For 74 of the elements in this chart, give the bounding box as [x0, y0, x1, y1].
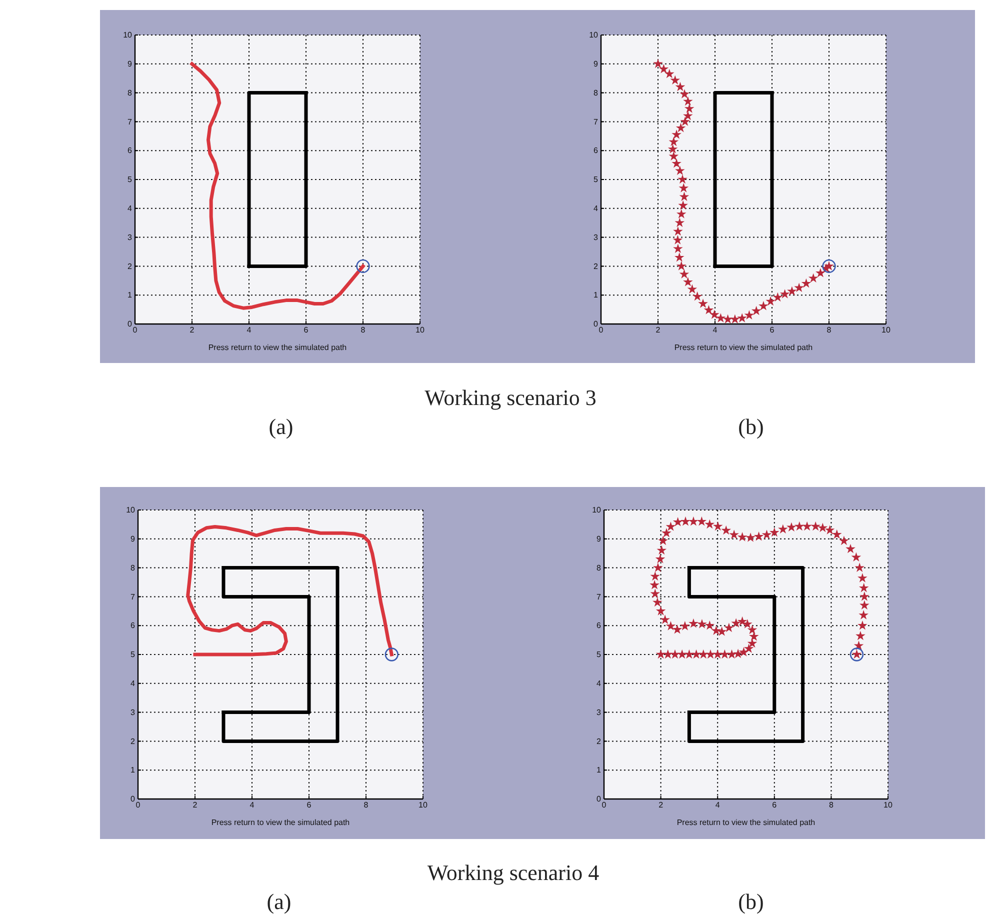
y-tick-label: 4	[130, 678, 136, 688]
text: (a)	[268, 414, 294, 439]
x-tick-label: 2	[190, 326, 195, 335]
x-tick-label: 10	[882, 326, 891, 335]
y-tick-label: 3	[594, 232, 599, 242]
y-tick-label: 7	[596, 592, 602, 602]
y-tick-label: 1	[596, 766, 602, 775]
y-tick-label: 4	[128, 204, 133, 213]
y-tick-label: 5	[130, 650, 136, 660]
y-tick-label: 9	[130, 534, 136, 544]
y-tick-label: 9	[128, 59, 133, 68]
y-tick-label: 9	[594, 59, 599, 68]
x-tick-label: 2	[656, 326, 661, 335]
x-tick-label: 6	[304, 326, 309, 335]
x-tick-label: 4	[250, 800, 255, 810]
y-tick-label: 4	[594, 204, 599, 213]
y-tick-label: 5	[596, 650, 602, 660]
y-tick-label: 8	[594, 88, 599, 98]
y-tick-label: 5	[594, 175, 599, 184]
x-tick-label: 2	[192, 800, 198, 810]
text: (a)	[266, 889, 292, 914]
y-tick-label: 7	[594, 117, 599, 126]
y-tick-label: 10	[123, 30, 133, 40]
y-tick-label: 2	[130, 736, 136, 746]
y-tick-label: 10	[589, 30, 599, 40]
y-tick-label: 3	[130, 708, 136, 717]
x-axis-title: Press return to view the simulated path	[208, 343, 347, 352]
x-tick-label: 8	[364, 800, 369, 810]
y-tick-label: 0	[130, 794, 136, 804]
x-tick-label: 4	[715, 800, 720, 810]
y-tick-label: 8	[596, 563, 602, 572]
y-tick-label: 6	[130, 621, 136, 630]
y-tick-label: 1	[128, 290, 133, 300]
x-tick-label: 8	[360, 326, 366, 335]
text: (b)	[738, 889, 764, 914]
y-tick-label: 2	[594, 262, 599, 271]
y-tick-label: 6	[596, 621, 602, 630]
y-tick-label: 7	[128, 117, 133, 126]
y-tick-label: 2	[128, 262, 133, 271]
y-tick-label: 0	[596, 794, 602, 804]
y-tick-label: 10	[126, 506, 136, 515]
x-tick-label: 10	[884, 800, 893, 810]
x-tick-label: 2	[658, 800, 664, 810]
x-tick-label: 8	[828, 800, 834, 810]
x-tick-label: 4	[712, 326, 718, 335]
y-tick-label: 9	[596, 534, 602, 544]
x-tick-label: 6	[770, 326, 775, 335]
y-tick-label: 4	[596, 678, 602, 688]
y-tick-label: 8	[130, 563, 136, 572]
x-tick-label: 6	[306, 800, 312, 810]
x-axis-title: Press return to view the simulated path	[211, 818, 350, 827]
x-axis-title: Press return to view the simulated path	[676, 818, 816, 827]
text: Working scenario 3	[424, 385, 596, 410]
y-tick-label: 1	[594, 290, 599, 300]
y-tick-label: 2	[596, 736, 602, 746]
y-tick-label: 0	[594, 320, 599, 329]
x-tick-label: 10	[418, 800, 428, 810]
y-tick-label: 6	[594, 146, 599, 156]
y-tick-label: 6	[128, 146, 133, 156]
y-tick-label: 1	[130, 766, 136, 775]
y-tick-label: 8	[128, 88, 133, 98]
y-tick-label: 3	[128, 232, 133, 242]
x-axis-title: Press return to view the simulated path	[674, 343, 813, 352]
x-tick-label: 8	[826, 326, 832, 335]
x-tick-label: 10	[416, 326, 425, 335]
text: Working scenario 4	[427, 860, 600, 885]
x-tick-label: 4	[246, 326, 252, 335]
x-tick-label: 6	[772, 800, 778, 810]
y-tick-label: 10	[592, 506, 602, 515]
y-tick-label: 3	[596, 708, 602, 717]
text: (b)	[738, 414, 764, 439]
y-tick-label: 0	[128, 320, 133, 329]
y-tick-label: 7	[130, 592, 136, 602]
y-tick-label: 5	[128, 175, 133, 184]
